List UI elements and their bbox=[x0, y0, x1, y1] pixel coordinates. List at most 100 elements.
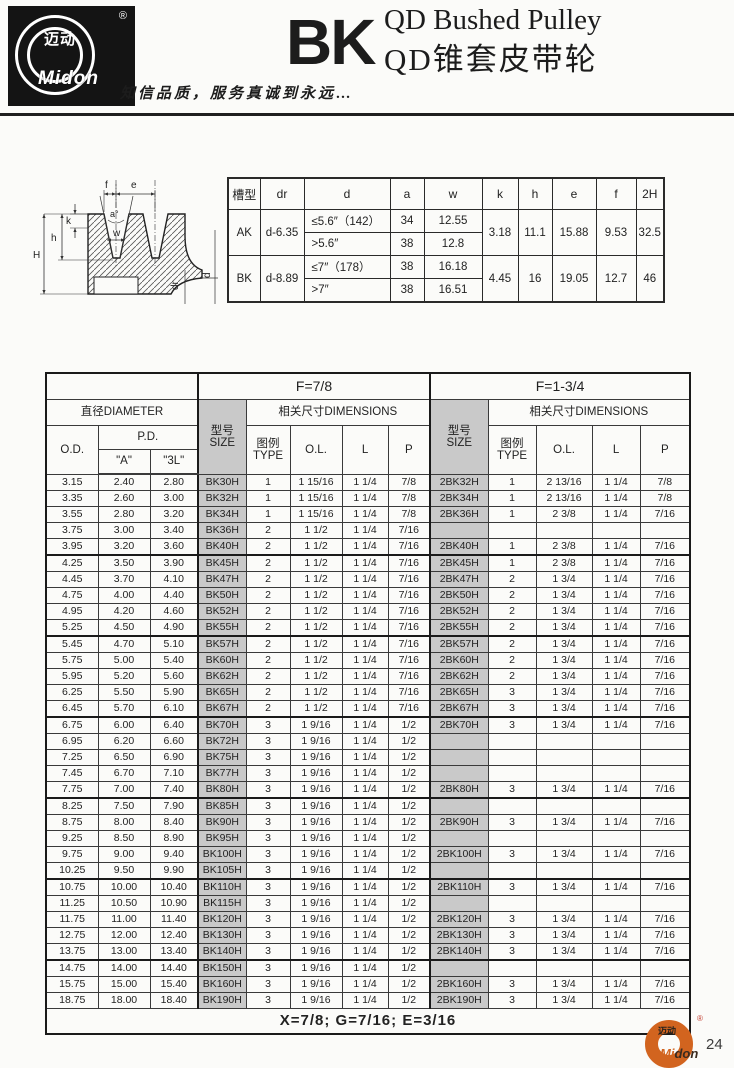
cell-l2: 1 1/4 bbox=[591, 976, 641, 993]
cell-ol1: 1 9/16 bbox=[289, 733, 343, 750]
cell-p1: 7/16 bbox=[387, 603, 432, 620]
cell-ol1: 1 9/16 bbox=[289, 976, 343, 993]
cell-s1: BK50H bbox=[197, 587, 247, 604]
cell-p2: 7/16 bbox=[639, 506, 691, 523]
cell-l2: 1 1/4 bbox=[591, 506, 641, 523]
cell-t2: 1 bbox=[487, 538, 537, 556]
cell-l1: 1 1/4 bbox=[341, 684, 389, 701]
cell-groove: AK bbox=[227, 209, 261, 256]
cell-s2: 2BK57H bbox=[429, 635, 489, 653]
section-f134: F=1-3/4 bbox=[429, 372, 691, 400]
cell-s1: BK160H bbox=[197, 976, 247, 993]
cell-od: 5.95 bbox=[45, 668, 99, 685]
brand-tagline: 知信品质，服务真诚到永远… bbox=[120, 86, 355, 102]
cell-t1: 2 bbox=[245, 554, 291, 572]
pulley-dimension-table: F=7/8 F=1-3/4 直径DIAMETER 型号 SIZE 相关尺寸DIM… bbox=[45, 372, 692, 1035]
cell-a: 3.50 bbox=[97, 554, 151, 572]
cell-p1: 7/16 bbox=[387, 538, 432, 556]
cell-l1: 1 1/4 bbox=[341, 814, 389, 831]
cell-ol2: 2 3/8 bbox=[535, 506, 593, 523]
cell-l3: 4.40 bbox=[149, 587, 200, 604]
cell-s2: 2BK65H bbox=[429, 684, 489, 701]
cell-t1: 1 bbox=[245, 506, 291, 523]
diameter-header: 直径DIAMETER bbox=[45, 399, 200, 426]
cell-t1: 3 bbox=[245, 846, 291, 863]
cell-od: 14.75 bbox=[45, 959, 99, 977]
cell-s1: BK105H bbox=[197, 862, 247, 880]
cell-ol2: 1 3/4 bbox=[535, 700, 593, 718]
cell-p1: 1/2 bbox=[387, 959, 432, 977]
dimensions-header-right: 相关尺寸DIMENSIONS bbox=[487, 399, 691, 426]
cell-t2: 3 bbox=[487, 943, 537, 961]
cell-s2: 2BK160H bbox=[429, 976, 489, 993]
ol-header-left: O.L. bbox=[289, 425, 343, 475]
cell-2H: 46 bbox=[635, 255, 665, 303]
footer-brand-cn: 迈动 bbox=[658, 1026, 677, 1036]
cell-groove: BK bbox=[227, 255, 261, 303]
cell-l1: 1 1/4 bbox=[341, 862, 389, 880]
cell-l3: 4.90 bbox=[149, 619, 200, 637]
table-row: BK d-8.89 ≤7″（178） 38 16.18 4.45 16 19.0… bbox=[227, 255, 665, 303]
table-row: 11.75 11.00 11.40 BK120H 3 1 9/16 1 1/4 1/2 2BK1… bbox=[45, 911, 691, 928]
cell-s1: BK120H bbox=[197, 911, 247, 928]
cell-l3: 7.90 bbox=[149, 797, 200, 815]
table-row: 18.75 18.00 18.40 BK190H 3 1 9/16 1 1/4 1/2 2BK1… bbox=[45, 992, 691, 1009]
cell-ol2: 1 3/4 bbox=[535, 684, 593, 701]
main-table-body: 3.15 2.40 2.80 BK30H 1 1 15/16 1 1/4 7/8 2BK32H 1… bbox=[45, 473, 691, 1009]
cell-ol2 bbox=[535, 959, 593, 977]
cell-od: 3.75 bbox=[45, 522, 99, 539]
cell-t2 bbox=[487, 895, 537, 912]
header-divider bbox=[0, 113, 734, 116]
cell-t1: 2 bbox=[245, 684, 291, 701]
cell-l2: 1 1/4 bbox=[591, 992, 641, 1009]
table-row: 15.75 15.00 15.40 BK160H 3 1 9/16 1 1/4 1/2 2BK1… bbox=[45, 976, 691, 993]
cell-p1: 7/16 bbox=[387, 522, 432, 539]
cell-l3: 3.90 bbox=[149, 554, 200, 572]
cell-a: 15.00 bbox=[97, 976, 151, 993]
cell-l2 bbox=[591, 895, 641, 912]
cell-l3: 5.60 bbox=[149, 668, 200, 685]
cell-l1: 1 1/4 bbox=[341, 797, 389, 815]
size-header-right: 型号 SIZE bbox=[429, 399, 489, 475]
cell-l1: 1 1/4 bbox=[341, 490, 389, 507]
cell-od: 10.25 bbox=[45, 862, 99, 880]
brand-don: don bbox=[674, 1046, 699, 1061]
cell-ol2 bbox=[535, 749, 593, 766]
cell-ol1: 1 9/16 bbox=[289, 781, 343, 799]
svg-text:w: w bbox=[112, 228, 121, 239]
cell-ol1: 1 1/2 bbox=[289, 603, 343, 620]
cell-p2: 7/16 bbox=[639, 554, 691, 572]
cell-l3: 5.90 bbox=[149, 684, 200, 701]
cell-t1: 2 bbox=[245, 700, 291, 718]
cell-a: 4.70 bbox=[97, 635, 151, 653]
cell-p2: 7/16 bbox=[639, 976, 691, 993]
cell-l3: 3.60 bbox=[149, 538, 200, 556]
cell-ol1: 1 1/2 bbox=[289, 554, 343, 572]
cell-t2: 1 bbox=[487, 506, 537, 523]
cell-p2: 7/16 bbox=[639, 635, 691, 653]
cell-l2 bbox=[591, 959, 641, 977]
cell-a: 5.70 bbox=[97, 700, 151, 718]
cell-p2 bbox=[639, 895, 691, 912]
cell-s2: 2BK55H bbox=[429, 619, 489, 637]
col-d: d bbox=[303, 177, 391, 210]
cell-l1: 1 1/4 bbox=[341, 846, 389, 863]
table-row: 5.75 5.00 5.40 BK60H 2 1 1/2 1 1/4 7/16 2BK60H 2 1… bbox=[45, 652, 691, 669]
footnote-row: X=7/8; G=7/16; E=3/16 bbox=[45, 1008, 691, 1035]
cell-ol1: 1 9/16 bbox=[289, 749, 343, 766]
cell-ol2: 1 3/4 bbox=[535, 668, 593, 685]
table-row: 3.55 2.80 3.20 BK34H 1 1 15/16 1 1/4 7/8 2BK36H 1… bbox=[45, 506, 691, 523]
table-row: 7.25 6.50 6.90 BK75H 3 1 9/16 1 1/4 1/2 bbox=[45, 749, 691, 766]
table-row: 12.75 12.00 12.40 BK130H 3 1 9/16 1 1/4 1/2 2BK1… bbox=[45, 927, 691, 944]
footer-ring-icon bbox=[645, 1020, 693, 1068]
cell-a: 10.00 bbox=[97, 878, 151, 896]
cell-ol1: 1 1/2 bbox=[289, 619, 343, 637]
cell-od: 7.45 bbox=[45, 765, 99, 782]
cell-t1: 3 bbox=[245, 895, 291, 912]
cell-a: 11.00 bbox=[97, 911, 151, 928]
type-header-left: 图例 TYPE bbox=[245, 425, 291, 475]
cell-l3: 10.90 bbox=[149, 895, 200, 912]
cell-od: 10.75 bbox=[45, 878, 99, 896]
cell-s2: 2BK90H bbox=[429, 814, 489, 831]
cell-s2 bbox=[429, 895, 489, 912]
